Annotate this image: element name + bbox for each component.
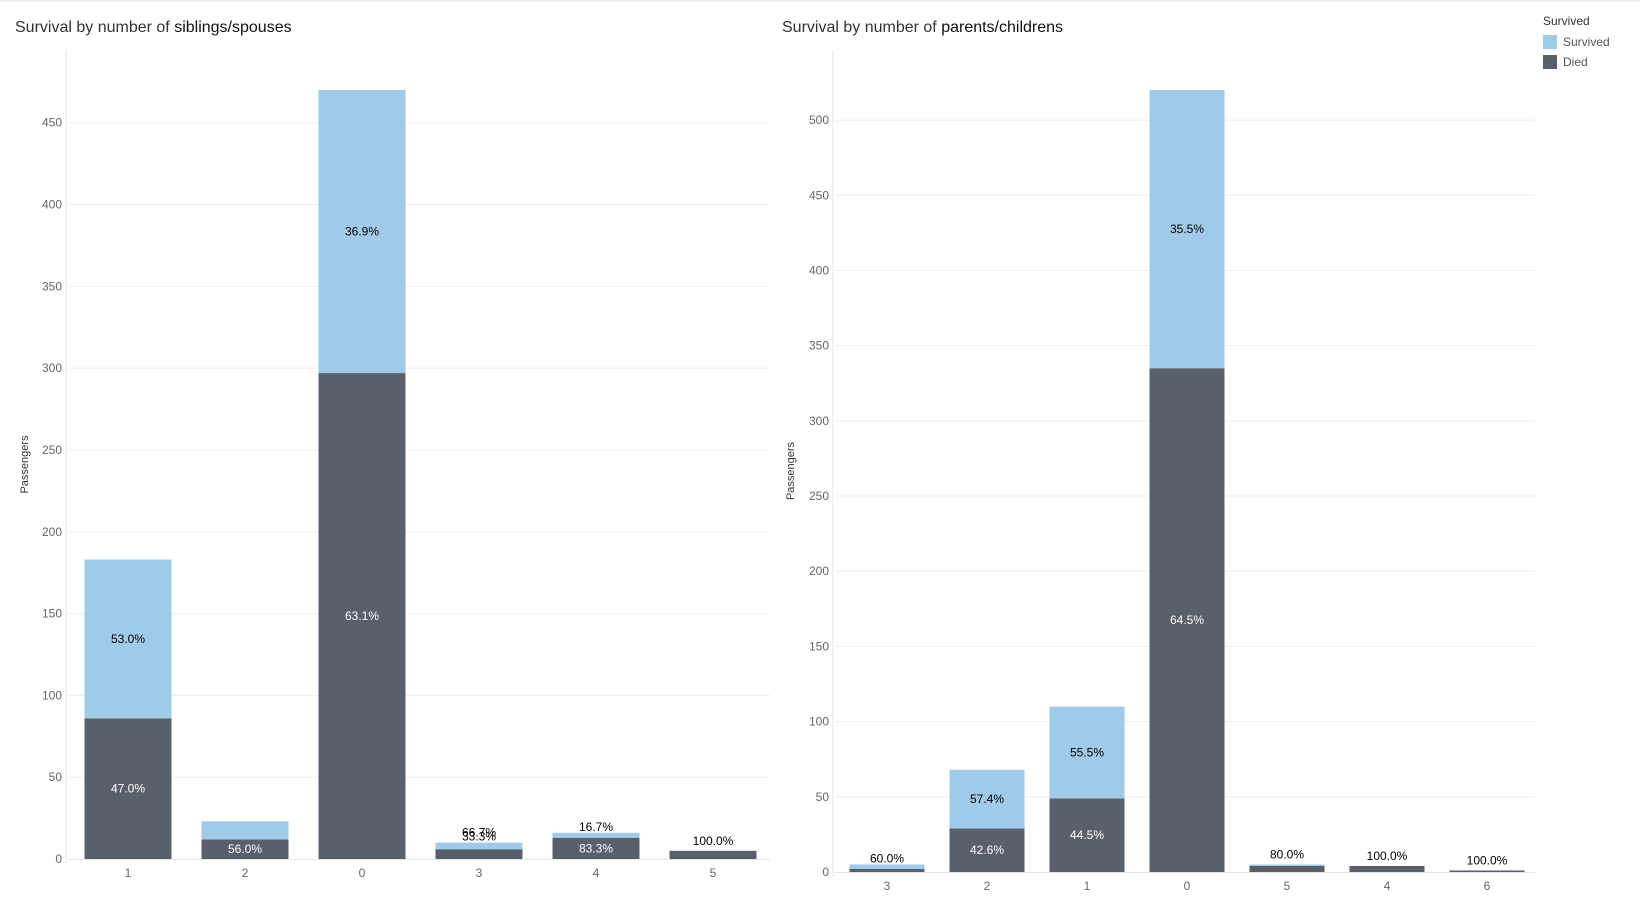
data-label-died: 100.0% [693,834,734,848]
y-tick-label: 250 [42,443,62,457]
y-tick-label: 250 [809,489,829,503]
legend-swatch-died [1543,55,1557,69]
x-tick-label: 1 [1084,879,1091,893]
data-label-survived: 60.0% [870,851,904,865]
bar-survived[interactable] [201,821,289,840]
y-tick-label: 0 [55,852,62,866]
y-tick-label: 50 [49,770,63,784]
data-label-died: 100.0% [1367,849,1408,863]
bar-died[interactable] [669,850,757,859]
legend-item-survived[interactable]: Survived [1543,32,1610,52]
x-tick-label: 4 [1384,879,1391,893]
bar-died[interactable] [1449,870,1525,872]
bar-died[interactable] [1149,368,1225,872]
chart-title-parents-children: Survival by number of parents/childrens [782,19,1063,37]
x-tick-label: 5 [1284,879,1291,893]
data-label-died: 64.5% [1170,613,1204,627]
y-axis-title: Passengers [19,435,31,494]
data-label-survived: 36.9% [345,225,379,239]
bar-died[interactable] [1249,865,1325,872]
x-tick-label: 5 [710,866,717,880]
chart-title-emphasis: parents/childrens [941,19,1064,36]
data-label-survived: 33.3% [462,830,496,844]
data-label-died: 63.1% [345,609,379,623]
x-tick-label: 4 [593,866,600,880]
data-label-died: 47.0% [111,782,145,796]
legend-title: Survived [1543,14,1590,28]
y-axis-title: Passengers [785,441,797,500]
y-tick-label: 450 [809,188,829,202]
bar-survived[interactable] [84,559,172,719]
bar-died[interactable] [1349,865,1425,872]
legend-label-died: Died [1563,55,1588,69]
bar-survived[interactable] [1249,864,1325,866]
bar-survived[interactable] [949,769,1025,829]
y-tick-label: 500 [809,113,829,127]
legend: Survived Survived Died [1543,14,1610,72]
x-tick-label: 2 [242,866,249,880]
bar-survived[interactable] [552,832,640,838]
bar-died[interactable] [318,373,406,859]
data-label-survived: 57.4% [970,792,1004,806]
bar-died[interactable] [1049,798,1125,872]
y-tick-label: 200 [42,525,62,539]
chart-title-prefix: Survival by number of [15,19,175,36]
y-tick-label: 100 [42,688,62,702]
x-tick-label: 1 [125,866,132,880]
y-tick-label: 400 [42,198,62,212]
y-tick-label: 0 [822,865,829,879]
bar-died[interactable] [201,839,289,859]
x-tick-label: 2 [984,879,991,893]
bar-died[interactable] [552,837,640,859]
legend-swatch-survived [1543,35,1557,49]
bar-survived[interactable] [849,864,925,869]
bar-died[interactable] [435,849,523,859]
y-tick-label: 400 [809,263,829,277]
x-tick-label: 0 [1184,879,1191,893]
data-label-survived: 55.5% [1070,745,1104,759]
y-tick-label: 100 [809,715,829,729]
legend-item-died[interactable]: Died [1543,52,1610,72]
data-label-survived: 53.0% [111,632,145,646]
data-label-died: 42.6% [970,843,1004,857]
bar-survived[interactable] [435,842,523,850]
bar-died[interactable] [84,718,172,859]
chart-title-emphasis: siblings/spouses [174,19,292,36]
y-tick-label: 150 [809,639,829,653]
x-tick-label: 6 [1484,879,1491,893]
x-tick-label: 3 [476,866,483,880]
x-tick-label: 3 [884,879,891,893]
chart-siblings-spouses: 050100150200250300350400450Passengers47.… [19,50,770,880]
y-tick-label: 150 [42,607,62,621]
y-tick-label: 350 [809,339,829,353]
data-label-died: 83.3% [579,841,613,855]
y-tick-label: 450 [42,116,62,130]
chart-title-siblings-spouses: Survival by number of siblings/spouses [15,19,292,37]
data-label-survived: 16.7% [579,820,613,834]
bar-died[interactable] [849,868,925,872]
legend-label-survived: Survived [1563,35,1610,49]
top-rule [0,0,1640,2]
bar-died[interactable] [949,828,1025,872]
data-label-died: 66.7% [462,826,496,840]
y-tick-label: 300 [42,361,62,375]
x-tick-label: 0 [359,866,366,880]
data-label-died: 44.5% [1070,828,1104,842]
data-label-died: 100.0% [1467,853,1508,867]
data-label-died: 80.0% [1270,847,1304,861]
y-tick-label: 200 [809,564,829,578]
bar-survived[interactable] [1149,90,1225,369]
y-tick-label: 50 [816,790,830,804]
bar-survived[interactable] [318,90,406,374]
y-tick-label: 300 [809,414,829,428]
data-label-died: 56.0% [228,842,262,856]
chart-title-prefix: Survival by number of [782,19,942,36]
y-tick-label: 350 [42,279,62,293]
bar-survived[interactable] [1049,706,1125,799]
data-label-survived: 35.5% [1170,222,1204,236]
